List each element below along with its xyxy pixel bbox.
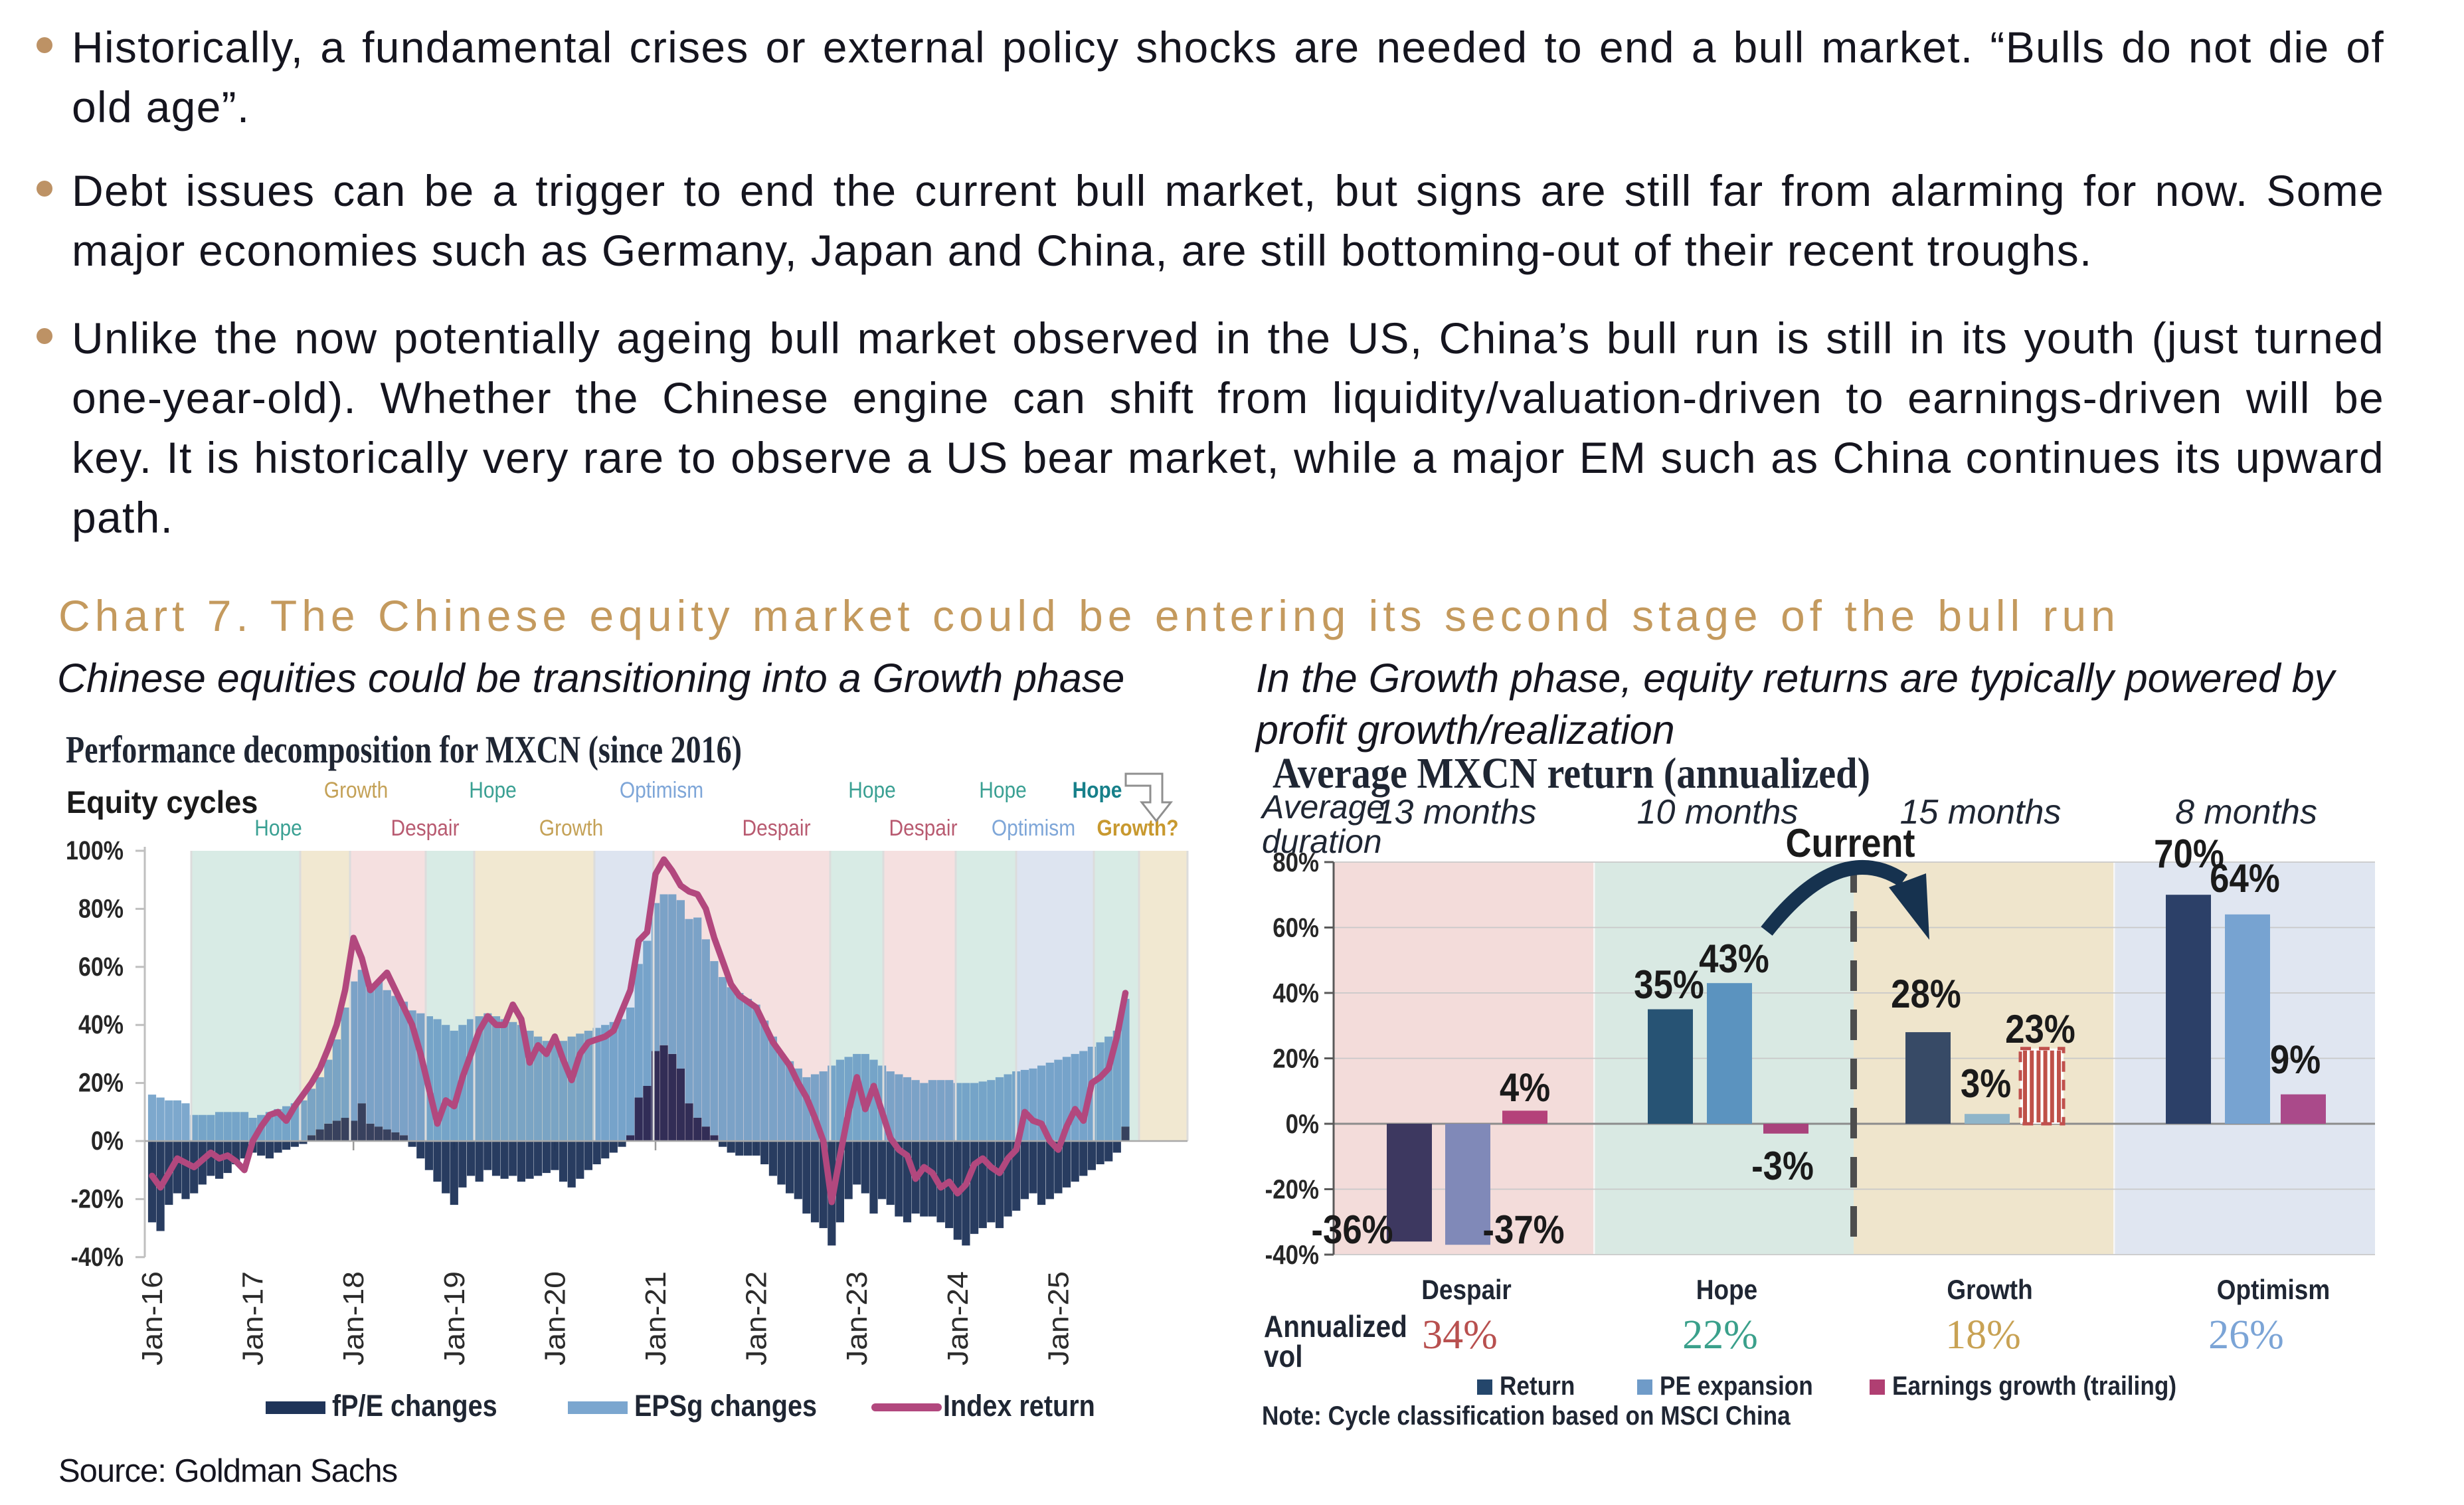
svg-text:Despair: Despair	[889, 815, 957, 840]
svg-text:Jan-21: Jan-21	[640, 1271, 672, 1366]
svg-text:-40%: -40%	[1265, 1240, 1319, 1270]
svg-text:0%: 0%	[1286, 1109, 1319, 1139]
svg-text:3%: 3%	[1961, 1061, 2011, 1106]
svg-text:43%: 43%	[1699, 936, 1769, 981]
svg-text:Note: Cycle classification bas: Note: Cycle classification based on MSCI…	[1262, 1401, 1791, 1431]
svg-text:Hope: Hope	[1073, 777, 1122, 802]
svg-text:Optimism: Optimism	[620, 777, 703, 802]
svg-text:-20%: -20%	[71, 1184, 124, 1213]
svg-text:-3%: -3%	[1751, 1144, 1814, 1188]
svg-text:64%: 64%	[2210, 856, 2280, 901]
svg-text:Jan-20: Jan-20	[539, 1271, 571, 1366]
svg-text:40%: 40%	[78, 1010, 124, 1039]
svg-text:duration: duration	[1262, 823, 1382, 860]
svg-text:80%: 80%	[1273, 847, 1319, 877]
svg-text:28%: 28%	[1891, 972, 1961, 1016]
svg-text:Growth: Growth	[324, 777, 388, 802]
svg-text:Jan-22: Jan-22	[741, 1271, 773, 1366]
svg-text:40%: 40%	[1273, 978, 1319, 1008]
svg-text:-36%: -36%	[1311, 1207, 1393, 1252]
svg-text:Hope: Hope	[1696, 1275, 1757, 1306]
svg-text:70%: 70%	[2154, 832, 2224, 876]
svg-text:Average: Average	[1260, 788, 1385, 826]
svg-text:-40%: -40%	[71, 1241, 124, 1271]
svg-text:100%: 100%	[66, 835, 124, 865]
svg-text:13 months: 13 months	[1375, 793, 1537, 832]
svg-text:Earnings growth (trailing): Earnings growth (trailing)	[1892, 1371, 2176, 1401]
svg-text:Annualized: Annualized	[1264, 1310, 1407, 1344]
svg-text:Growth?: Growth?	[1097, 815, 1179, 840]
svg-text:Return: Return	[1500, 1371, 1575, 1401]
svg-text:Growth: Growth	[1947, 1275, 2032, 1306]
svg-text:0%: 0%	[91, 1125, 124, 1155]
svg-text:Jan-24: Jan-24	[942, 1271, 974, 1366]
svg-text:20%: 20%	[78, 1067, 124, 1097]
svg-text:60%: 60%	[78, 951, 124, 981]
svg-text:18%: 18%	[1945, 1312, 2021, 1358]
svg-text:34%: 34%	[1422, 1312, 1498, 1358]
svg-text:Current: Current	[1786, 821, 1915, 865]
svg-text:Optimism: Optimism	[992, 815, 1075, 840]
svg-text:Jan-19: Jan-19	[438, 1271, 471, 1366]
svg-text:26%: 26%	[2208, 1312, 2284, 1358]
svg-text:Jan-18: Jan-18	[337, 1271, 370, 1366]
svg-text:20%: 20%	[1273, 1044, 1319, 1074]
svg-text:Despair: Despair	[742, 815, 810, 840]
svg-text:Index return: Index return	[943, 1389, 1095, 1423]
svg-text:Hope: Hope	[979, 777, 1027, 802]
svg-text:-37%: -37%	[1482, 1207, 1564, 1252]
svg-text:vol: vol	[1264, 1340, 1302, 1374]
svg-text:Growth: Growth	[539, 815, 603, 840]
svg-text:9%: 9%	[2270, 1037, 2321, 1082]
svg-text:EPSg changes: EPSg changes	[634, 1389, 817, 1423]
svg-text:80%: 80%	[78, 893, 124, 923]
svg-text:Performance decomposition for: Performance decomposition for MXCN (sinc…	[66, 728, 742, 771]
svg-text:10 months: 10 months	[1637, 793, 1799, 832]
svg-text:Jan-17: Jan-17	[237, 1271, 270, 1366]
svg-text:60%: 60%	[1273, 913, 1319, 943]
svg-text:Despair: Despair	[391, 815, 459, 840]
svg-text:Average MXCN return (annualize: Average MXCN return (annualized)	[1273, 749, 1870, 798]
svg-text:15 months: 15 months	[1900, 793, 2062, 832]
svg-text:Despair: Despair	[1421, 1275, 1512, 1306]
svg-text:-20%: -20%	[1265, 1175, 1319, 1205]
svg-text:Equity cycles: Equity cycles	[66, 784, 258, 820]
svg-text:35%: 35%	[1634, 962, 1704, 1007]
svg-text:Jan-23: Jan-23	[841, 1271, 873, 1366]
svg-text:Optimism: Optimism	[2217, 1275, 2330, 1306]
svg-text:22%: 22%	[1682, 1312, 1758, 1358]
svg-text:Hope: Hope	[848, 777, 896, 802]
svg-text:Jan-25: Jan-25	[1042, 1271, 1075, 1366]
svg-text:23%: 23%	[2005, 1007, 2075, 1051]
svg-text:8 months: 8 months	[2175, 793, 2317, 832]
svg-text:fP/E changes: fP/E changes	[332, 1389, 497, 1423]
svg-text:Jan-16: Jan-16	[136, 1271, 169, 1366]
svg-text:Hope: Hope	[254, 815, 302, 840]
svg-text:4%: 4%	[1500, 1065, 1550, 1110]
svg-text:Hope: Hope	[469, 777, 517, 802]
svg-text:PE expansion: PE expansion	[1660, 1371, 1813, 1401]
